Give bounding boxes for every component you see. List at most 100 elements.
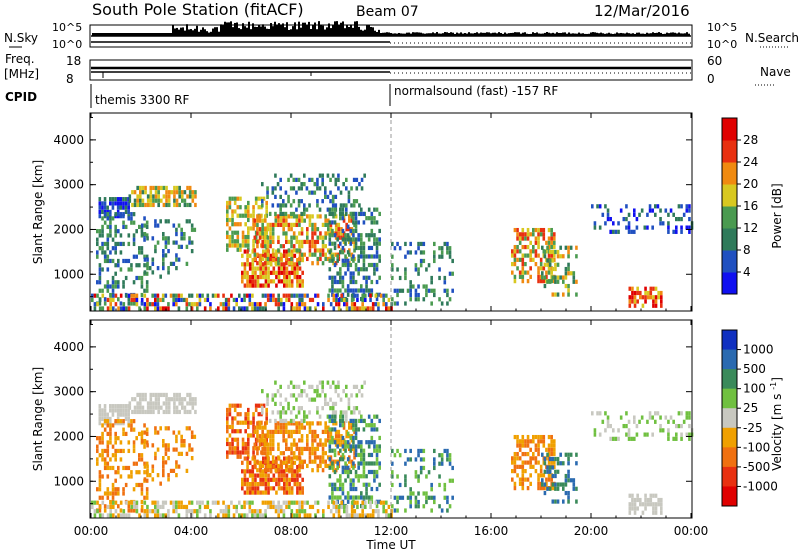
power-cell xyxy=(117,284,120,289)
power-cell xyxy=(627,212,631,217)
power-cell xyxy=(275,270,278,275)
power-cell xyxy=(341,228,345,234)
velocity-cell xyxy=(287,459,291,464)
velocity-cell xyxy=(677,411,681,416)
power-cell xyxy=(106,246,110,251)
y-tick-label: 1000 xyxy=(53,267,84,281)
velocity-cell xyxy=(337,380,340,385)
velocity-cell xyxy=(111,487,115,492)
nsky-bar xyxy=(246,27,248,36)
velocity-cell xyxy=(446,508,449,513)
nsky-bar xyxy=(330,28,332,36)
velocity-cell xyxy=(188,392,192,398)
velocity-cell xyxy=(356,500,359,505)
velocity-cell xyxy=(396,499,399,505)
power-cell xyxy=(127,241,131,247)
nsky-bar xyxy=(522,32,524,36)
power-cell xyxy=(145,271,149,276)
power-cell xyxy=(282,293,286,298)
power-cell xyxy=(256,218,259,223)
velocity-cell xyxy=(277,473,281,478)
velocity-cell xyxy=(183,438,186,444)
velocity-cell xyxy=(279,451,283,456)
velocity-cell xyxy=(548,456,552,462)
nsky-bar xyxy=(144,33,146,36)
power-cell xyxy=(152,194,155,199)
velocity-cell xyxy=(264,500,267,505)
power-cell xyxy=(562,254,565,259)
power-cell xyxy=(103,258,107,264)
velocity-cell xyxy=(161,513,165,518)
power-cell xyxy=(333,241,337,246)
velocity-cell xyxy=(311,421,314,426)
power-cell xyxy=(373,271,376,276)
velocity-cell xyxy=(247,441,250,447)
velocity-cell xyxy=(292,406,296,411)
nsky-bar xyxy=(580,33,582,36)
nsky-bar xyxy=(416,32,418,36)
velocity-cell xyxy=(675,432,678,437)
power-cell xyxy=(290,239,293,245)
velocity-cell xyxy=(266,455,270,460)
power-cell xyxy=(300,214,304,219)
nsky-bar xyxy=(656,32,658,36)
nsky-bar xyxy=(112,33,114,36)
power-cell xyxy=(646,295,650,300)
power-cell xyxy=(244,234,247,240)
velocity-cell xyxy=(119,412,123,417)
power-cell xyxy=(521,262,525,267)
velocity-cell xyxy=(348,446,351,452)
power-cell xyxy=(98,267,102,272)
power-cell xyxy=(379,293,383,298)
velocity-cell xyxy=(329,434,333,439)
velocity-cell xyxy=(672,419,675,424)
power-cell xyxy=(345,227,348,232)
velocity-cell xyxy=(543,469,547,474)
velocity-cell xyxy=(341,491,345,496)
power-cell xyxy=(430,280,433,285)
nsky-bar xyxy=(478,33,480,36)
power-cell xyxy=(226,222,229,227)
power-cell xyxy=(541,275,544,280)
velocity-cell xyxy=(256,459,259,464)
power-cell xyxy=(419,241,423,247)
velocity-cell xyxy=(295,446,299,452)
velocity-cell xyxy=(98,487,102,492)
power-cell xyxy=(109,214,112,219)
velocity-cell xyxy=(306,513,309,518)
velocity-cell xyxy=(298,429,301,435)
nsky-bar xyxy=(658,32,660,36)
velocity-cell xyxy=(350,421,354,426)
velocity-cell xyxy=(635,432,639,437)
power-cell xyxy=(249,213,253,218)
velocity-cell xyxy=(226,412,229,417)
power-cell xyxy=(346,250,350,255)
velocity-cell xyxy=(135,461,138,466)
power-cell xyxy=(290,283,294,288)
power-cell xyxy=(114,229,117,234)
power-cell xyxy=(148,266,152,271)
power-cell xyxy=(546,258,549,263)
power-cell xyxy=(232,297,236,303)
velocity-cell xyxy=(295,509,299,514)
velocity-cell xyxy=(145,427,149,432)
nsky-bar xyxy=(260,26,262,36)
nsky-bar xyxy=(500,33,502,36)
velocity-cell xyxy=(414,474,418,479)
velocity-cell xyxy=(246,490,249,495)
power-cell xyxy=(141,231,144,237)
power-cell xyxy=(346,262,350,268)
nsky-bar xyxy=(130,33,132,36)
velocity-cell xyxy=(236,420,240,425)
y-tick-label: 1000 xyxy=(53,474,84,488)
nsky-bar xyxy=(506,33,508,36)
power-cell xyxy=(190,293,194,298)
velocity-cell xyxy=(353,451,356,456)
velocity-cell xyxy=(370,427,374,432)
power-cell xyxy=(261,199,264,204)
power-cell xyxy=(334,214,338,219)
power-cell xyxy=(145,284,149,289)
velocity-cell xyxy=(572,486,576,491)
velocity-cell xyxy=(136,405,139,410)
power-cell xyxy=(685,204,689,209)
